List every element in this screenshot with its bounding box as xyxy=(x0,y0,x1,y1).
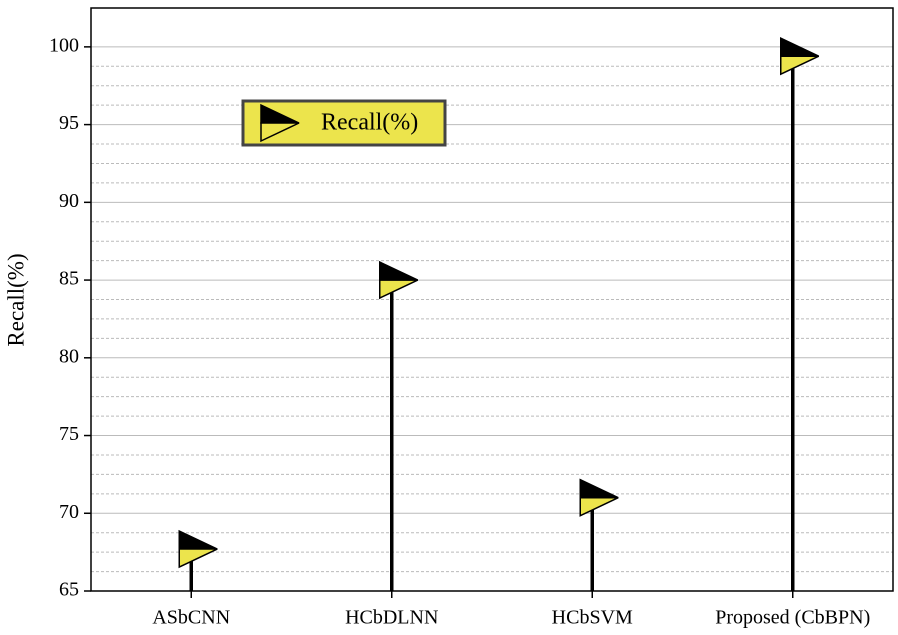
x-tick-label: Proposed (CbBPN) xyxy=(715,607,870,629)
lollipop xyxy=(579,478,619,591)
y-tick-label: 80 xyxy=(59,345,79,367)
lollipop xyxy=(379,260,419,591)
marker-bottom xyxy=(379,279,419,300)
y-tick-label: 75 xyxy=(59,423,79,445)
marker-top xyxy=(178,529,218,550)
plot-frame xyxy=(90,7,894,592)
y-tick-label: 85 xyxy=(59,268,79,290)
lollipop xyxy=(780,37,820,591)
marker-top xyxy=(379,260,419,281)
y-tick-label: 70 xyxy=(59,501,79,523)
y-tick-label: 95 xyxy=(59,112,79,134)
y-axis-label: Recall(%) xyxy=(3,253,28,346)
y-tick-label: 65 xyxy=(59,579,79,601)
lollipop xyxy=(178,529,218,591)
marker-bottom xyxy=(178,548,218,569)
y-tick-label: 100 xyxy=(49,34,79,56)
legend-marker xyxy=(260,103,300,143)
x-tick-label: HCbSVM xyxy=(552,607,633,629)
legend-label: Recall(%) xyxy=(321,110,418,136)
marker-bottom xyxy=(260,122,300,143)
marker-top xyxy=(579,478,619,499)
x-tick-label: HCbDLNN xyxy=(345,607,438,629)
y-tick-label: 90 xyxy=(59,190,79,212)
x-tick-label: ASbCNN xyxy=(152,607,230,629)
marker-bottom xyxy=(579,496,619,517)
marker-bottom xyxy=(780,55,820,76)
